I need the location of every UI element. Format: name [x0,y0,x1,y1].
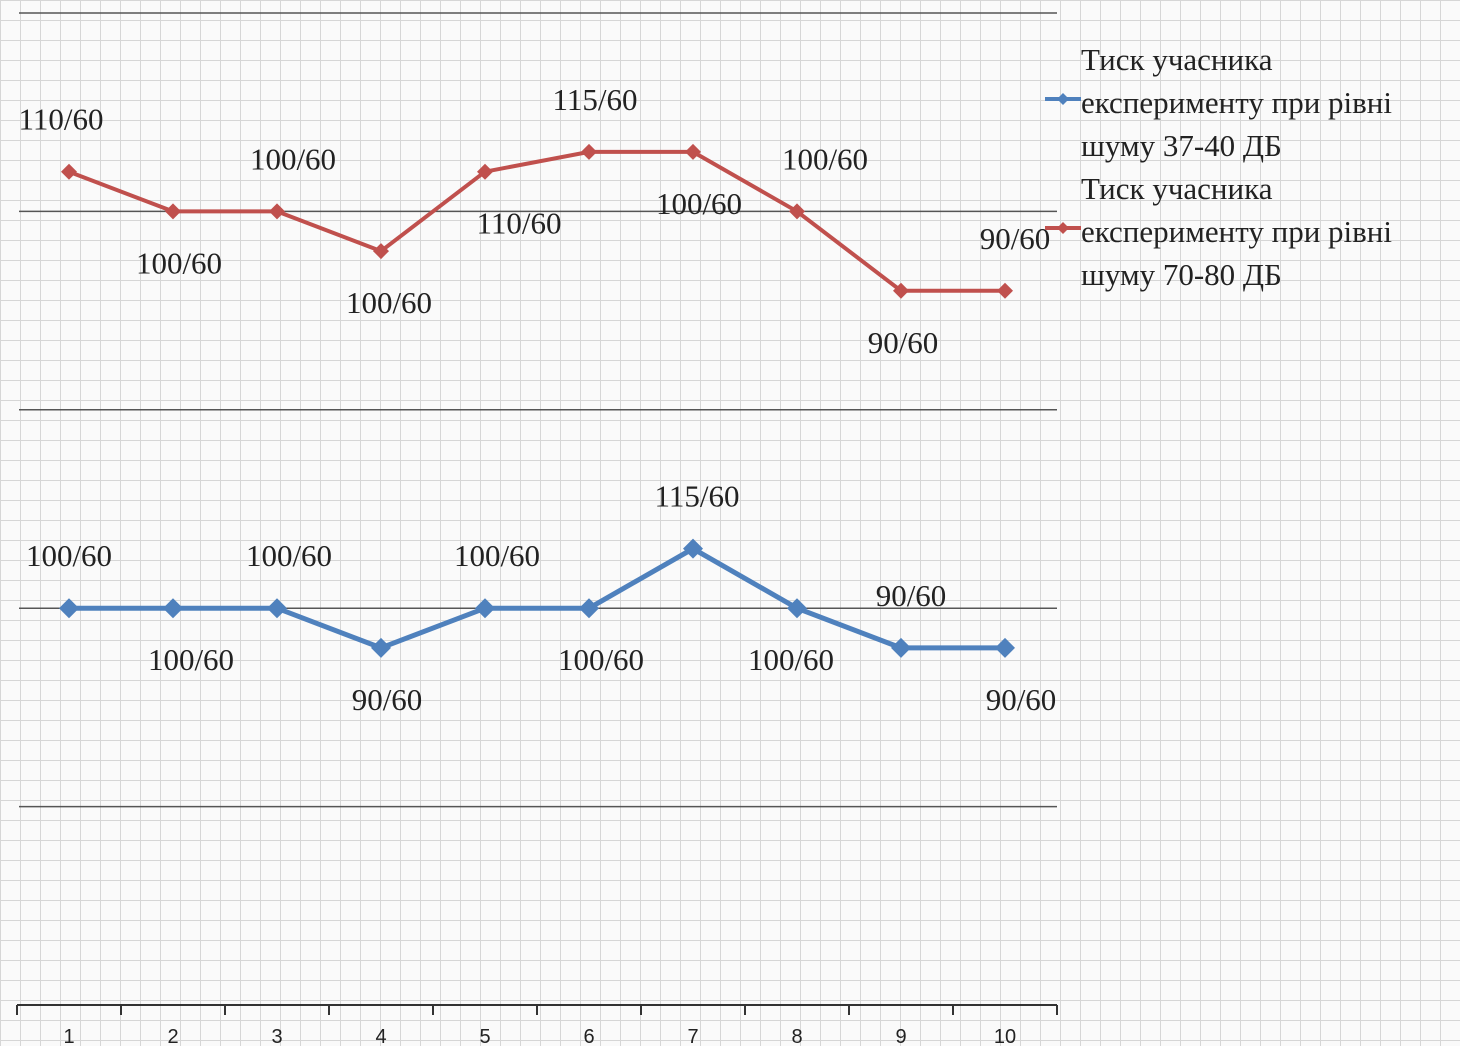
marker [475,598,495,619]
x-tick-label: 7 [687,1026,698,1046]
marker [373,243,389,260]
data-label: 110/60 [19,102,104,137]
marker [477,163,493,180]
data-label: 100/60 [250,141,336,176]
data-label: 90/60 [876,578,947,613]
data-label: 100/60 [748,642,834,677]
marker [893,282,909,299]
data-label: 115/60 [553,82,638,117]
marker [787,598,807,619]
marker [579,598,599,619]
marker [165,203,181,220]
x-tick-label: 2 [167,1026,178,1046]
marker [371,637,391,658]
legend-label: Тиск учасника експерименту при рівні шум… [1081,171,1392,292]
legend-label: Тиск учасника експерименту при рівні шум… [1081,42,1392,163]
data-label: 90/60 [980,221,1051,256]
marker [269,203,285,220]
legend-key [1045,222,1081,234]
data-label: 100/60 [656,186,742,221]
data-label: 100/60 [26,538,112,573]
x-tick-label: 1 [63,1026,74,1046]
marker [61,163,77,180]
marker [891,637,911,658]
data-label: 90/60 [868,325,939,360]
legend-item: Тиск учасника експерименту при рівні шум… [1045,38,1460,167]
marker [683,538,703,559]
marker [997,282,1013,299]
marker [995,637,1015,658]
x-tick-label: 10 [994,1026,1016,1046]
legend-item: Тиск учасника експерименту при рівні шум… [1045,167,1460,296]
marker [685,143,701,160]
data-label: 100/60 [346,285,432,320]
data-label: 115/60 [655,479,740,514]
x-tick-label: 3 [271,1026,282,1046]
x-tick-label: 6 [583,1026,594,1046]
x-tick-label: 4 [375,1026,386,1046]
data-label: 100/60 [558,642,644,677]
series-line [68,149,1005,293]
marker [789,203,805,220]
x-tick-label: 8 [791,1026,802,1046]
data-label: 110/60 [477,206,562,241]
marker [163,598,183,619]
data-label: 100/60 [136,245,222,280]
legend-key [1045,93,1081,105]
legend: Тиск учасника експерименту при рівні шум… [1045,38,1460,296]
data-label: 90/60 [986,682,1057,717]
data-label: 90/60 [352,682,423,717]
data-label: 100/60 [148,642,234,677]
marker [581,143,597,160]
x-tick-label: 5 [479,1026,490,1046]
data-label: 100/60 [246,538,332,573]
series-line [69,545,1005,651]
marker [267,598,287,619]
data-label: 100/60 [454,538,540,573]
data-label: 100/60 [782,141,868,176]
x-tick-label: 9 [895,1026,906,1046]
marker [59,598,79,619]
